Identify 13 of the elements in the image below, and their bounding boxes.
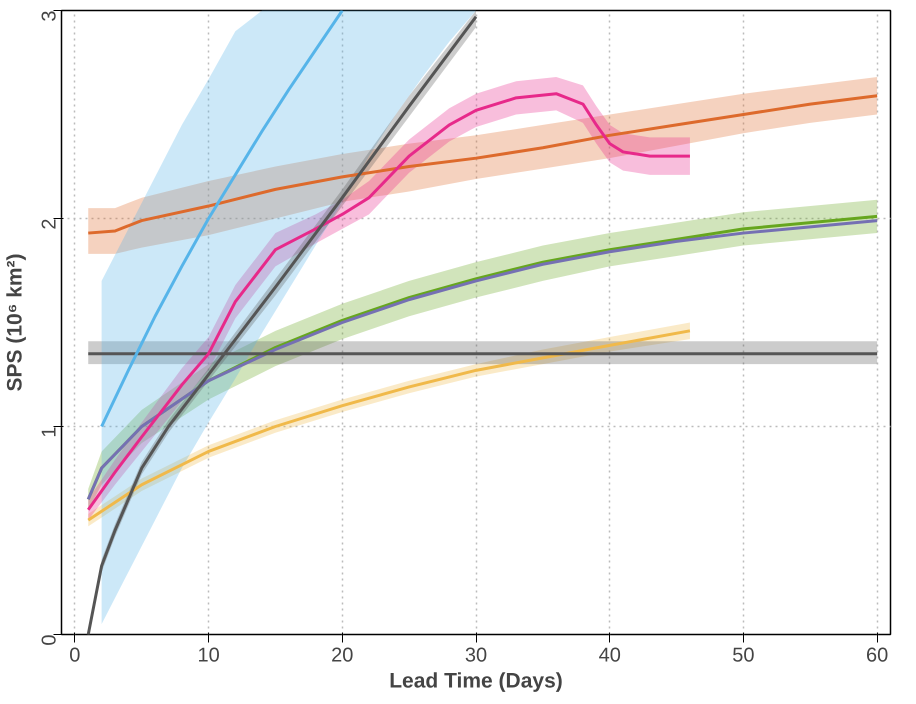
x-tick-label: 10 — [197, 644, 220, 666]
y-tick-label: 0 — [38, 634, 60, 646]
y-tick-label: 3 — [38, 10, 60, 22]
y-tick-label: 2 — [38, 218, 60, 230]
x-axis-title: Lead Time (Days) — [389, 670, 563, 692]
x-tick-label: 30 — [464, 644, 488, 666]
x-tick-label: 50 — [732, 644, 755, 666]
y-tick-label: 1 — [38, 426, 60, 438]
x-tick-label: 60 — [866, 644, 888, 666]
x-tick-label: 20 — [331, 644, 354, 666]
x-tick-label: 0 — [69, 644, 80, 666]
y-axis-title: SPS (10⁶ km²) — [4, 253, 26, 392]
x-tick-label: 40 — [598, 644, 621, 666]
